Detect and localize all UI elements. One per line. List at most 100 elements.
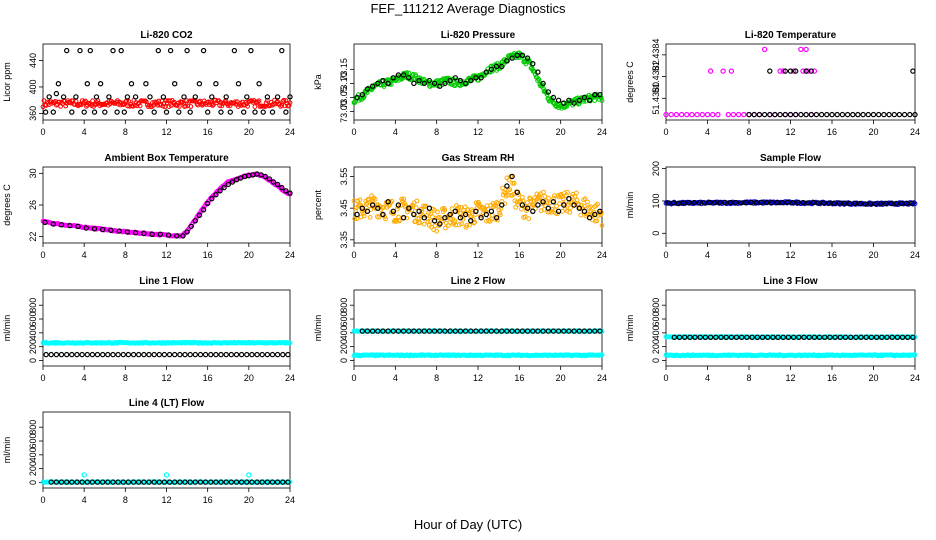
y-axis-label: ml/min xyxy=(2,437,12,464)
data-point xyxy=(458,204,464,210)
data-point xyxy=(779,199,785,206)
data-point xyxy=(524,55,531,61)
y-tick-label: 360 xyxy=(28,106,38,121)
data-point xyxy=(53,479,60,485)
x-tick-label: 8 xyxy=(123,373,128,383)
data-point xyxy=(504,183,510,189)
data-point xyxy=(167,98,173,104)
plot-frame xyxy=(665,43,916,121)
data-point xyxy=(738,200,744,206)
data-point xyxy=(850,111,856,118)
data-point xyxy=(240,109,247,115)
data-point xyxy=(143,80,149,87)
data-point xyxy=(281,97,287,103)
data-point xyxy=(676,334,683,340)
data-point xyxy=(447,211,453,218)
data-point xyxy=(707,334,714,340)
data-point xyxy=(110,479,116,485)
series-1 xyxy=(40,339,293,346)
data-point xyxy=(818,111,825,118)
data-point xyxy=(274,181,281,188)
data-point xyxy=(200,47,207,54)
data-point xyxy=(213,479,219,485)
data-point xyxy=(671,334,678,340)
data-point xyxy=(156,98,162,104)
data-point xyxy=(367,215,373,220)
data-point xyxy=(767,111,773,118)
y-tick-label: 0 xyxy=(28,480,38,485)
data-point xyxy=(359,205,365,211)
data-point xyxy=(811,68,818,74)
data-point xyxy=(406,328,412,334)
data-point xyxy=(232,99,238,105)
chart-title: Li-820 Temperature xyxy=(745,30,837,41)
x-tick-label: 12 xyxy=(785,127,795,137)
data-point xyxy=(84,351,91,358)
data-point xyxy=(376,214,382,220)
data-point xyxy=(53,351,60,358)
data-point xyxy=(805,200,811,206)
data-point xyxy=(385,80,391,87)
data-point xyxy=(435,209,440,215)
data-point xyxy=(535,69,541,75)
data-point xyxy=(800,68,806,74)
data-point xyxy=(576,328,583,334)
data-point xyxy=(883,200,889,207)
data-point xyxy=(380,328,386,334)
data-point xyxy=(437,328,443,334)
data-point xyxy=(597,91,603,98)
data-point xyxy=(713,334,719,340)
x-tick-label: 8 xyxy=(123,250,128,260)
data-point xyxy=(375,205,381,211)
data-point xyxy=(264,479,271,485)
data-point xyxy=(192,218,198,224)
data-point xyxy=(597,208,603,214)
data-point xyxy=(735,111,742,118)
data-point xyxy=(130,351,137,358)
data-point xyxy=(546,195,551,201)
y-tick-label: 400 xyxy=(339,325,349,340)
series-2 xyxy=(665,199,915,207)
data-point xyxy=(873,334,880,340)
data-point xyxy=(244,351,250,358)
data-point xyxy=(280,479,286,485)
chart-panel-4: Ambient Box Temperature degrees C 0 4 8 12 16 2… xyxy=(2,153,295,260)
data-point xyxy=(81,472,87,478)
data-point xyxy=(366,196,372,202)
y-axis-label: ml/min xyxy=(2,315,12,342)
data-point xyxy=(872,201,879,207)
data-point xyxy=(400,328,407,334)
chart-title: Line 4 (LT) Flow xyxy=(129,398,205,409)
chart-panel-9: Line 3 Flow ml/min 0 4 8 12 16 20 24 0 20040060080… xyxy=(625,276,920,383)
data-point xyxy=(434,228,440,234)
data-point xyxy=(748,199,754,206)
x-tick-label: 12 xyxy=(785,250,795,260)
x-tick-label: 20 xyxy=(556,250,566,260)
data-point xyxy=(137,103,143,109)
data-point xyxy=(782,111,789,118)
data-point xyxy=(886,111,892,118)
data-point xyxy=(442,207,448,213)
data-point xyxy=(99,479,106,485)
data-point xyxy=(536,77,542,83)
data-point xyxy=(417,220,423,226)
data-point xyxy=(759,334,766,340)
data-point xyxy=(530,61,536,67)
data-point xyxy=(73,94,79,100)
data-point xyxy=(90,98,95,104)
series-2 xyxy=(42,47,293,115)
data-point xyxy=(519,52,526,59)
data-point xyxy=(48,479,54,485)
data-point xyxy=(48,351,54,358)
data-point xyxy=(67,222,73,229)
data-point xyxy=(680,200,687,206)
data-point xyxy=(749,334,755,340)
x-tick-label: 16 xyxy=(514,250,524,260)
data-point xyxy=(801,334,807,340)
data-point xyxy=(283,188,289,194)
data-point xyxy=(774,199,780,206)
data-point xyxy=(555,97,562,104)
data-point xyxy=(865,111,872,118)
data-point xyxy=(599,223,605,228)
data-point xyxy=(678,111,685,118)
